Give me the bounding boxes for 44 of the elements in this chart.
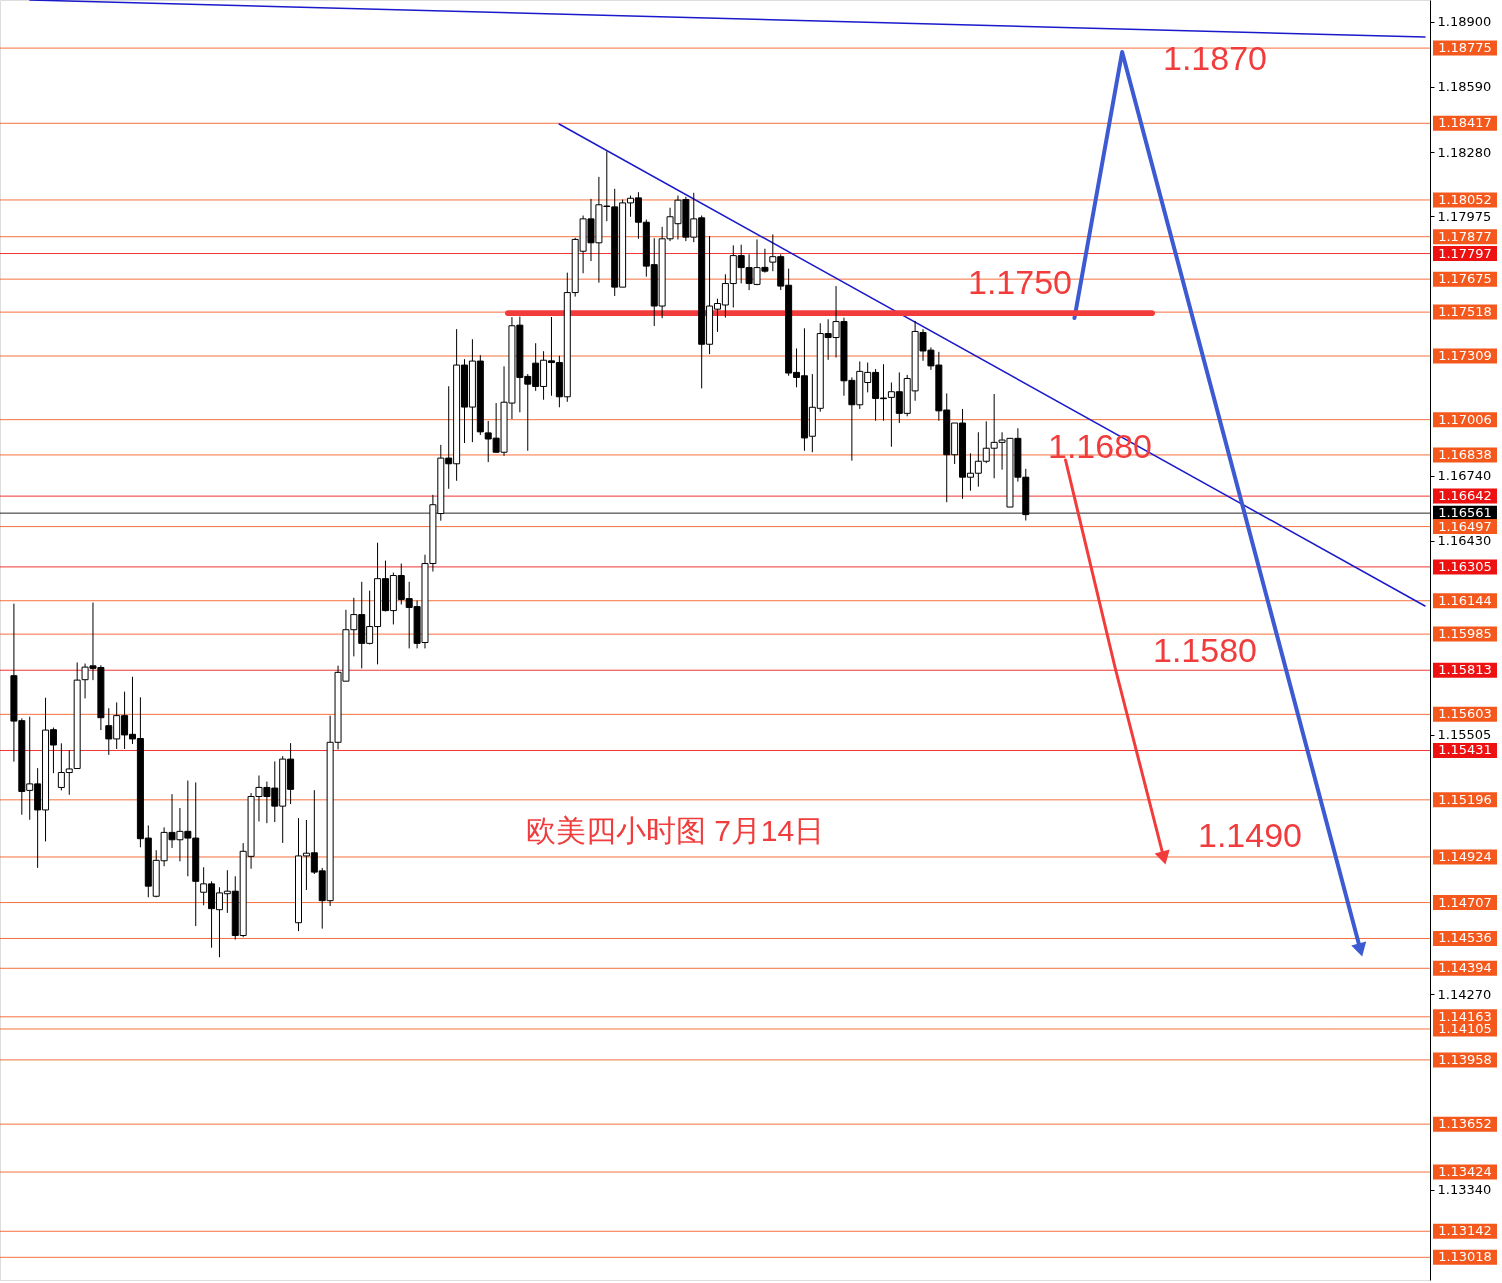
ref-line-label: 1.17006	[1438, 411, 1492, 427]
ref-line-label: 1.17518	[1438, 304, 1492, 320]
ref-line-label: 1.14105	[1438, 1021, 1492, 1036]
ref-line-label: 1.15196	[1438, 791, 1492, 807]
ref-line-label: 1.16642	[1438, 488, 1492, 504]
ref-line-label: 1.13142	[1438, 1223, 1492, 1239]
ref-line-label: 1.14163	[1438, 1008, 1492, 1024]
ref-line-label: 1.14394	[1438, 960, 1492, 976]
ref-line-label: 1.15431	[1438, 742, 1492, 758]
y-tick-label: 1.16430	[1437, 533, 1492, 549]
ref-line-label: 1.14924	[1438, 848, 1492, 864]
y-tick-label: 1.15505	[1437, 727, 1492, 743]
ref-line-label: 1.17797	[1438, 245, 1492, 261]
ref-line-label: 1.15603	[1438, 706, 1492, 722]
ref-line-label: 1.13958	[1438, 1051, 1492, 1067]
ref-line-label: 1.18775	[1438, 40, 1492, 56]
ref-line-label: 1.17675	[1438, 271, 1492, 287]
ref-line-label: 1.16497	[1438, 518, 1492, 534]
ref-line-label: 1.16144	[1438, 592, 1492, 608]
ref-line-label: 1.13652	[1438, 1116, 1492, 1132]
ref-line-label: 1.13018	[1438, 1249, 1492, 1265]
annotation: 1.1580	[1153, 631, 1257, 669]
y-tick-label: 1.14270	[1437, 986, 1492, 1002]
ref-line-label: 1.14707	[1438, 894, 1492, 910]
y-tick-label: 1.17975	[1437, 208, 1492, 224]
ref-line-label: 1.18052	[1438, 191, 1492, 207]
ref-line-label: 1.15813	[1438, 662, 1492, 678]
annotation: 1.1870	[1163, 39, 1267, 77]
ref-line-label: 1.14536	[1438, 930, 1492, 946]
annotation: 欧美四小时图 7月14日	[525, 814, 825, 847]
y-tick-label: 1.16740	[1437, 468, 1492, 484]
ref-line-label: 1.13424	[1438, 1164, 1492, 1180]
ref-line-label: 1.15985	[1438, 626, 1492, 642]
y-tick-label: 1.18590	[1437, 79, 1492, 95]
ref-line-label: 1.17877	[1438, 228, 1492, 244]
ref-line-label: 1.16838	[1438, 446, 1492, 462]
ref-line-label: 1.16561	[1438, 505, 1492, 521]
ref-line-label: 1.18417	[1438, 115, 1492, 131]
ref-line-label: 1.17309	[1438, 348, 1492, 364]
y-tick-label: 1.13340	[1437, 1182, 1492, 1198]
y-tick-label: 1.18280	[1437, 144, 1492, 160]
ref-line-label: 1.16305	[1438, 558, 1492, 574]
annotation: 1.1490	[1198, 816, 1302, 854]
y-tick-label: 1.18900	[1437, 14, 1492, 30]
